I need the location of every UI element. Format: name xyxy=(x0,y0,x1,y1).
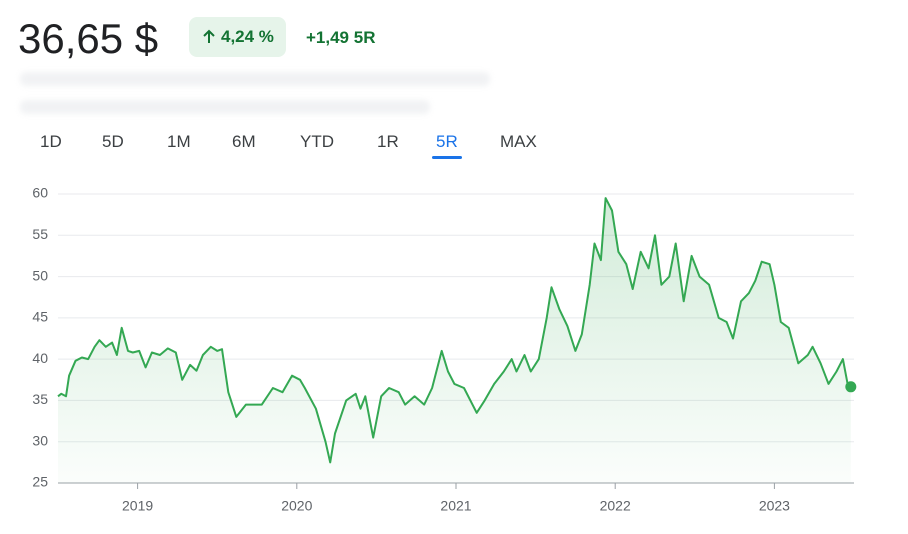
change-badge: 4,24 % xyxy=(189,17,286,57)
y-tick-label: 35 xyxy=(32,391,48,407)
x-tick-label: 2019 xyxy=(122,498,153,514)
y-tick-label: 30 xyxy=(32,432,48,448)
range-tab[interactable]: 5R xyxy=(432,132,462,159)
range-tab[interactable]: 1D xyxy=(40,132,62,151)
price-line xyxy=(57,197,852,464)
y-tick-label: 50 xyxy=(32,267,48,283)
y-tick-label: 60 xyxy=(32,185,48,201)
blurred-text xyxy=(20,100,430,114)
y-tick-label: 55 xyxy=(32,226,48,242)
range-tab[interactable]: YTD xyxy=(300,132,334,151)
y-tick-label: 25 xyxy=(32,474,48,490)
arrow-up-icon xyxy=(203,29,215,43)
x-tick-label: 2020 xyxy=(281,498,312,514)
range-tab[interactable]: MAX xyxy=(500,132,537,151)
x-tick-label: 2021 xyxy=(440,498,471,514)
range-tab[interactable]: 1R xyxy=(377,132,399,151)
price: 36,65 $ xyxy=(18,15,159,62)
change-percent: 4,24 % xyxy=(221,27,274,46)
y-tick-label: 40 xyxy=(32,350,48,366)
blurred-text xyxy=(20,72,490,86)
area-fill xyxy=(58,198,851,483)
x-tick-label: 2022 xyxy=(600,498,631,514)
x-tick-label: 2023 xyxy=(759,498,790,514)
y-tick-label: 45 xyxy=(32,309,48,325)
change-abs: +1,49 5R xyxy=(306,28,376,47)
range-tab[interactable]: 6M xyxy=(232,132,256,151)
range-tab[interactable]: 5D xyxy=(102,132,124,151)
range-tab[interactable]: 1M xyxy=(167,132,191,151)
end-point xyxy=(845,381,857,393)
